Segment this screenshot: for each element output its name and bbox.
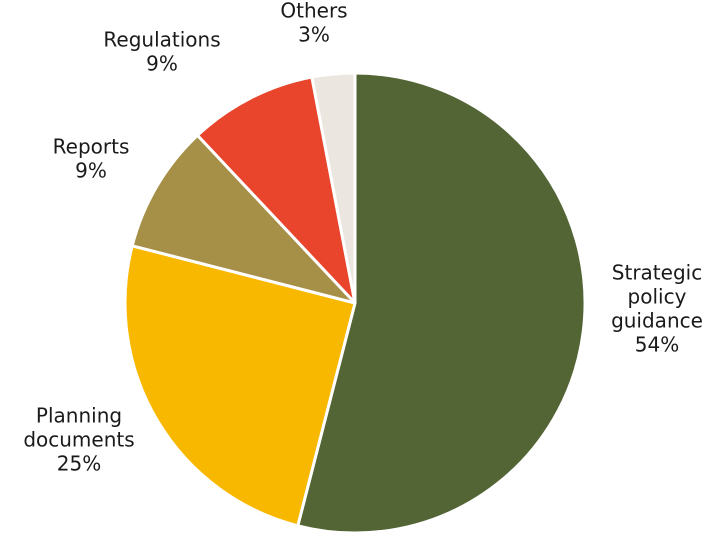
slice-category-label: documents bbox=[23, 428, 134, 452]
slice-category-label: Planning bbox=[36, 404, 122, 428]
slice-category-label: Strategic bbox=[612, 261, 702, 285]
pie-slice-others bbox=[310, 71, 357, 305]
pie-slice-reports bbox=[130, 133, 357, 305]
slice-category-label: policy bbox=[628, 285, 687, 309]
slice-category-label: Others bbox=[280, 0, 347, 23]
slice-value-label: 9% bbox=[75, 159, 107, 183]
slice-value-label: 3% bbox=[298, 23, 330, 47]
pie-slice-planning-documents bbox=[123, 244, 357, 528]
slice-value-label: 54% bbox=[635, 333, 679, 357]
pie-slice-strategic-policy-guidance bbox=[296, 71, 587, 535]
slice-category-label: Regulations bbox=[103, 28, 220, 52]
slice-category-label: Reports bbox=[53, 135, 130, 159]
pie-slices bbox=[123, 71, 587, 535]
slice-value-label: 25% bbox=[57, 452, 101, 476]
slice-value-label: 9% bbox=[146, 52, 178, 76]
pie-slice-regulations bbox=[196, 75, 357, 305]
slice-category-label: guidance bbox=[611, 309, 703, 333]
